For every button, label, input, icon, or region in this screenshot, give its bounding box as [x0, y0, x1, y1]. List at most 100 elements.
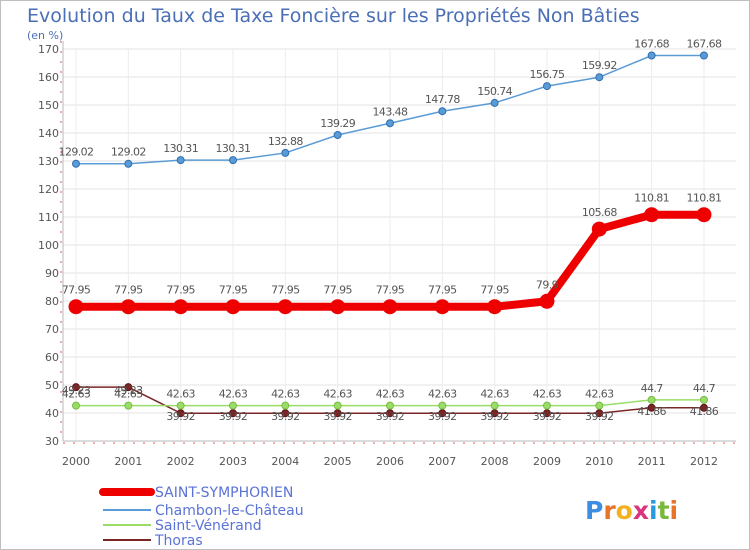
data-label-saint-venerand: 42.63 [533, 388, 562, 401]
logo-letter: o [616, 496, 633, 525]
data-point-chambon [124, 159, 133, 168]
data-label-thoras: 39.92 [166, 410, 195, 423]
data-point-thoras [333, 409, 342, 418]
data-label-saint-symphorien: 77.95 [166, 284, 195, 297]
logo-letter: P [585, 496, 603, 525]
legend-label-chambon: Chambon-le-Château [155, 503, 304, 519]
x-tick-label: 2000 [62, 455, 90, 468]
data-point-thoras [124, 383, 133, 392]
data-point-saint-symphorien [644, 207, 660, 223]
x-tick-label: 2008 [481, 455, 509, 468]
x-tick-label: 2005 [324, 455, 352, 468]
data-point-saint-symphorien [120, 299, 136, 315]
data-label-chambon: 147.78 [425, 93, 460, 106]
data-point-thoras [281, 409, 290, 418]
data-labels: 49.23 49.23 39.92 39.92 39.92 39.92 39.92 39.92… [59, 37, 723, 423]
data-label-saint-symphorien: 105.68 [582, 206, 617, 219]
legend-label-thoras: Thoras [154, 533, 203, 549]
y-tick-label: 50 [45, 379, 59, 392]
data-label-chambon: 167.68 [687, 37, 722, 50]
data-label-saint-symphorien: 79.9 [536, 278, 559, 291]
data-point-saint-symphorien [696, 207, 712, 223]
data-label-chambon: 129.02 [59, 146, 94, 159]
x-tick-label: 2002 [167, 455, 195, 468]
data-point-chambon [333, 130, 342, 139]
logo-letter: t [658, 496, 670, 525]
data-label-thoras: 39.92 [376, 410, 405, 423]
data-label-thoras: 39.92 [533, 410, 562, 423]
y-tick-label: 90 [45, 267, 59, 280]
data-point-chambon [542, 82, 551, 91]
chart-unit-label: (en %) [27, 29, 64, 42]
data-label-thoras: 41.86 [637, 405, 666, 418]
logo-letter: x [633, 496, 649, 525]
data-label-saint-venerand: 42.63 [271, 388, 300, 401]
data-label-saint-venerand: 42.63 [376, 388, 405, 401]
data-point-saint-symphorien [539, 293, 555, 309]
data-label-saint-venerand: 44.7 [641, 382, 664, 395]
data-point-saint-venerand [647, 395, 656, 404]
data-point-saint-symphorien [434, 299, 450, 315]
data-label-thoras: 39.92 [480, 410, 509, 423]
data-label-saint-venerand: 44.7 [693, 382, 716, 395]
data-point-thoras [438, 409, 447, 418]
data-point-thoras [595, 409, 604, 418]
data-point-thoras [699, 403, 708, 412]
y-tick-label: 170 [38, 43, 59, 56]
data-label-saint-symphorien: 77.95 [323, 284, 352, 297]
data-label-saint-symphorien: 110.81 [634, 192, 669, 205]
x-tick-label: 2009 [533, 455, 561, 468]
data-point-saint-symphorien [225, 299, 241, 315]
data-point-saint-venerand [124, 401, 133, 410]
legend: SAINT-SYMPHORIEN Chambon-le-ChâteauSaint-… [99, 485, 304, 549]
data-label-thoras: 49.23 [62, 384, 91, 397]
data-label-saint-symphorien: 77.95 [62, 284, 91, 297]
data-label-saint-symphorien: 77.95 [271, 284, 300, 297]
data-point-saint-venerand [542, 401, 551, 410]
data-point-saint-symphorien [487, 299, 503, 315]
data-point-thoras [647, 403, 656, 412]
data-label-chambon: 130.31 [163, 142, 198, 155]
data-label-thoras: 49.23 [114, 384, 143, 397]
data-point-chambon [490, 98, 499, 107]
logo-wordmark: Proxiti [585, 496, 678, 525]
x-tick-label: 2004 [271, 455, 299, 468]
chart-title: Evolution du Taux de Taxe Foncière sur l… [27, 5, 640, 27]
data-label-chambon: 132.88 [268, 135, 303, 148]
data-label-thoras: 41.86 [690, 405, 719, 418]
data-label-saint-symphorien: 77.95 [480, 284, 509, 297]
x-tick-label: 2001 [114, 455, 142, 468]
data-label-saint-venerand: 42.63 [585, 388, 614, 401]
data-label-saint-venerand: 42.63 [428, 388, 457, 401]
data-point-chambon [385, 119, 394, 128]
data-label-chambon: 150.74 [477, 85, 512, 98]
data-point-saint-venerand [595, 401, 604, 410]
data-label-chambon: 130.31 [216, 142, 251, 155]
data-point-chambon [281, 148, 290, 157]
data-label-thoras: 39.92 [219, 410, 248, 423]
data-label-chambon: 139.29 [320, 117, 355, 130]
data-point-saint-venerand [438, 401, 447, 410]
data-point-thoras [228, 409, 237, 418]
data-point-saint-symphorien [277, 299, 293, 315]
x-tick-label: 2011 [638, 455, 666, 468]
data-label-thoras: 39.92 [585, 410, 614, 423]
y-tick-label: 80 [45, 295, 59, 308]
data-label-saint-venerand: 42.63 [62, 388, 91, 401]
x-tick-label: 2010 [585, 455, 613, 468]
data-point-thoras [490, 409, 499, 418]
data-label-thoras: 39.92 [271, 410, 300, 423]
data-point-saint-venerand [176, 401, 185, 410]
y-tick-label: 150 [38, 99, 59, 112]
data-label-saint-symphorien: 110.81 [687, 192, 722, 205]
data-point-saint-venerand [333, 401, 342, 410]
data-label-saint-symphorien: 77.95 [428, 284, 457, 297]
series [68, 51, 712, 418]
data-label-saint-venerand: 42.63 [480, 388, 509, 401]
logo-letter: i [649, 496, 658, 525]
data-point-saint-symphorien [173, 299, 189, 315]
data-label-saint-symphorien: 77.95 [114, 284, 143, 297]
y-tick-label: 30 [45, 435, 59, 448]
legend-label-saint-symphorien: SAINT-SYMPHORIEN [155, 485, 293, 501]
